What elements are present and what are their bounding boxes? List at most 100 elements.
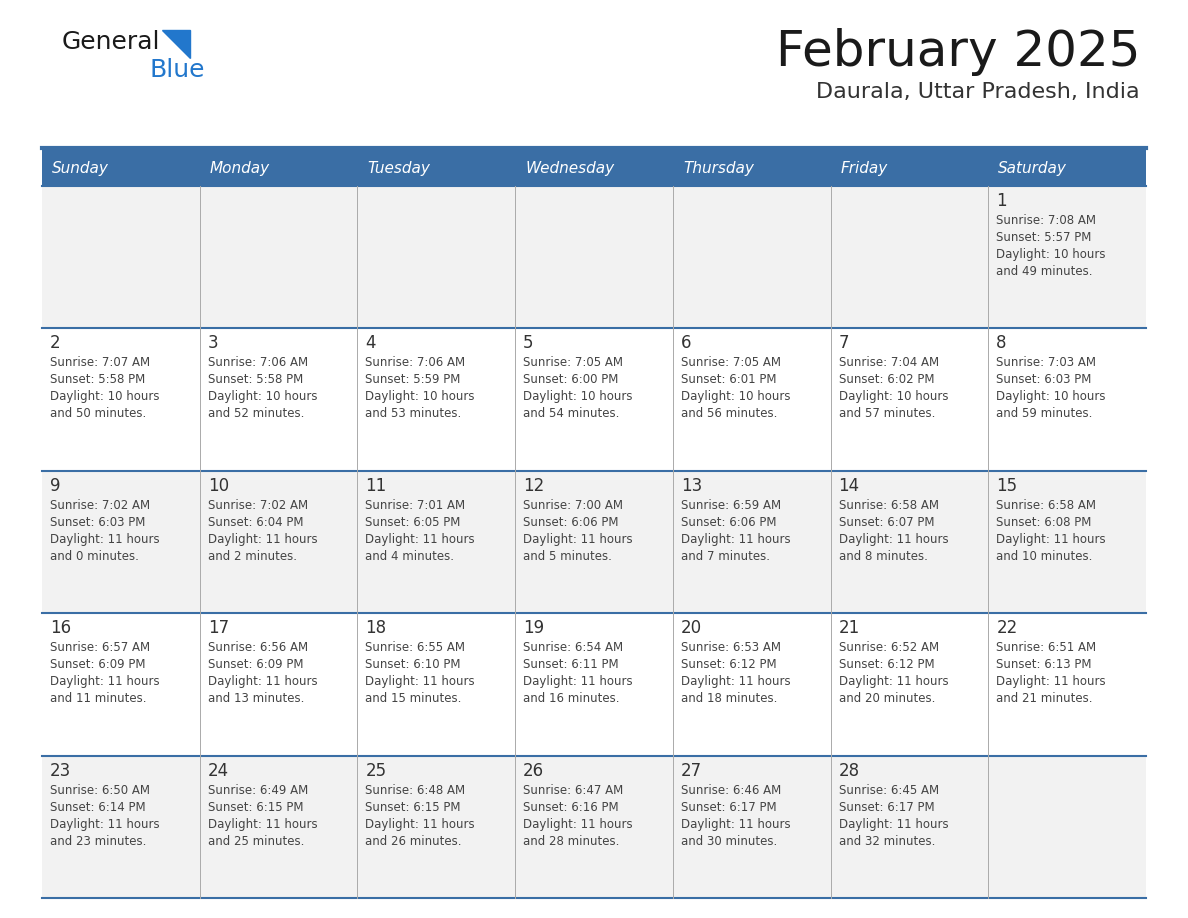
- Text: Sunset: 6:07 PM: Sunset: 6:07 PM: [839, 516, 934, 529]
- Text: Daylight: 11 hours: Daylight: 11 hours: [839, 818, 948, 831]
- Text: 27: 27: [681, 762, 702, 779]
- Text: Sunrise: 6:46 AM: Sunrise: 6:46 AM: [681, 784, 781, 797]
- Text: Daylight: 11 hours: Daylight: 11 hours: [208, 676, 317, 688]
- Text: Daylight: 11 hours: Daylight: 11 hours: [50, 532, 159, 546]
- Text: and 59 minutes.: and 59 minutes.: [997, 408, 1093, 420]
- Text: and 57 minutes.: and 57 minutes.: [839, 408, 935, 420]
- Bar: [42, 148, 1146, 186]
- Text: Sunset: 6:03 PM: Sunset: 6:03 PM: [997, 374, 1092, 386]
- Text: 19: 19: [523, 620, 544, 637]
- Text: Daylight: 11 hours: Daylight: 11 hours: [997, 676, 1106, 688]
- Text: and 28 minutes.: and 28 minutes.: [523, 834, 619, 847]
- Text: 1: 1: [997, 192, 1007, 210]
- Text: 24: 24: [208, 762, 229, 779]
- Text: Sunrise: 7:08 AM: Sunrise: 7:08 AM: [997, 214, 1097, 227]
- Text: Sunrise: 6:49 AM: Sunrise: 6:49 AM: [208, 784, 308, 797]
- Text: Sunset: 6:13 PM: Sunset: 6:13 PM: [997, 658, 1092, 671]
- Text: 11: 11: [366, 476, 386, 495]
- Text: 9: 9: [50, 476, 61, 495]
- Text: and 23 minutes.: and 23 minutes.: [50, 834, 146, 847]
- Text: Daylight: 11 hours: Daylight: 11 hours: [50, 818, 159, 831]
- Text: Daylight: 11 hours: Daylight: 11 hours: [681, 818, 790, 831]
- Bar: [42, 613, 1146, 756]
- Text: Sunrise: 6:57 AM: Sunrise: 6:57 AM: [50, 641, 150, 655]
- Text: 23: 23: [50, 762, 71, 779]
- Text: Daylight: 10 hours: Daylight: 10 hours: [681, 390, 790, 403]
- Text: and 10 minutes.: and 10 minutes.: [997, 550, 1093, 563]
- Text: Daylight: 10 hours: Daylight: 10 hours: [50, 390, 159, 403]
- Text: Daylight: 11 hours: Daylight: 11 hours: [366, 532, 475, 546]
- Text: Daylight: 11 hours: Daylight: 11 hours: [208, 532, 317, 546]
- Text: and 53 minutes.: and 53 minutes.: [366, 408, 462, 420]
- Text: and 16 minutes.: and 16 minutes.: [523, 692, 620, 705]
- Text: Wednesday: Wednesday: [525, 162, 614, 176]
- Text: Sunset: 6:15 PM: Sunset: 6:15 PM: [208, 800, 303, 813]
- Text: Daylight: 11 hours: Daylight: 11 hours: [839, 676, 948, 688]
- Text: 28: 28: [839, 762, 860, 779]
- Text: Sunrise: 6:52 AM: Sunrise: 6:52 AM: [839, 641, 939, 655]
- Text: Sunset: 6:09 PM: Sunset: 6:09 PM: [50, 658, 145, 671]
- Text: Daylight: 10 hours: Daylight: 10 hours: [839, 390, 948, 403]
- Text: Sunset: 6:17 PM: Sunset: 6:17 PM: [681, 800, 777, 813]
- Text: 22: 22: [997, 620, 1018, 637]
- Text: Daylight: 11 hours: Daylight: 11 hours: [208, 818, 317, 831]
- Text: Sunset: 6:14 PM: Sunset: 6:14 PM: [50, 800, 146, 813]
- Text: Sunset: 6:10 PM: Sunset: 6:10 PM: [366, 658, 461, 671]
- Text: Daylight: 11 hours: Daylight: 11 hours: [997, 532, 1106, 546]
- Text: 17: 17: [208, 620, 229, 637]
- Text: and 2 minutes.: and 2 minutes.: [208, 550, 297, 563]
- Text: Sunset: 5:57 PM: Sunset: 5:57 PM: [997, 231, 1092, 244]
- Text: Daylight: 11 hours: Daylight: 11 hours: [681, 676, 790, 688]
- Text: February 2025: February 2025: [776, 28, 1140, 76]
- Text: and 21 minutes.: and 21 minutes.: [997, 692, 1093, 705]
- Text: and 18 minutes.: and 18 minutes.: [681, 692, 777, 705]
- Text: 6: 6: [681, 334, 691, 353]
- Text: Sunrise: 7:04 AM: Sunrise: 7:04 AM: [839, 356, 939, 369]
- Text: 21: 21: [839, 620, 860, 637]
- Text: Sunrise: 6:50 AM: Sunrise: 6:50 AM: [50, 784, 150, 797]
- Text: Sunrise: 7:02 AM: Sunrise: 7:02 AM: [208, 498, 308, 512]
- Text: Daylight: 11 hours: Daylight: 11 hours: [681, 532, 790, 546]
- Text: Daylight: 11 hours: Daylight: 11 hours: [523, 818, 633, 831]
- Text: Sunset: 6:08 PM: Sunset: 6:08 PM: [997, 516, 1092, 529]
- Text: 10: 10: [208, 476, 229, 495]
- Text: Tuesday: Tuesday: [367, 162, 430, 176]
- Text: Sunrise: 6:47 AM: Sunrise: 6:47 AM: [523, 784, 624, 797]
- Text: Daylight: 10 hours: Daylight: 10 hours: [366, 390, 475, 403]
- Text: 25: 25: [366, 762, 386, 779]
- Text: Daurala, Uttar Pradesh, India: Daurala, Uttar Pradesh, India: [816, 82, 1140, 102]
- Text: 18: 18: [366, 620, 386, 637]
- Text: Sunset: 6:12 PM: Sunset: 6:12 PM: [839, 658, 934, 671]
- Text: and 30 minutes.: and 30 minutes.: [681, 834, 777, 847]
- Text: Sunset: 6:09 PM: Sunset: 6:09 PM: [208, 658, 303, 671]
- Text: Friday: Friday: [841, 162, 887, 176]
- Text: Sunrise: 6:59 AM: Sunrise: 6:59 AM: [681, 498, 781, 512]
- Text: and 8 minutes.: and 8 minutes.: [839, 550, 928, 563]
- Text: Sunrise: 7:05 AM: Sunrise: 7:05 AM: [523, 356, 624, 369]
- Text: Blue: Blue: [150, 58, 206, 82]
- Text: 8: 8: [997, 334, 1006, 353]
- Text: Daylight: 11 hours: Daylight: 11 hours: [50, 676, 159, 688]
- Text: Sunrise: 6:45 AM: Sunrise: 6:45 AM: [839, 784, 939, 797]
- Text: and 26 minutes.: and 26 minutes.: [366, 834, 462, 847]
- Text: Sunrise: 6:48 AM: Sunrise: 6:48 AM: [366, 784, 466, 797]
- Text: and 7 minutes.: and 7 minutes.: [681, 550, 770, 563]
- Text: and 13 minutes.: and 13 minutes.: [208, 692, 304, 705]
- Text: and 52 minutes.: and 52 minutes.: [208, 408, 304, 420]
- Text: Daylight: 11 hours: Daylight: 11 hours: [366, 676, 475, 688]
- Text: Sunset: 6:04 PM: Sunset: 6:04 PM: [208, 516, 303, 529]
- Text: Daylight: 10 hours: Daylight: 10 hours: [997, 390, 1106, 403]
- Text: Daylight: 10 hours: Daylight: 10 hours: [997, 248, 1106, 261]
- Text: and 20 minutes.: and 20 minutes.: [839, 692, 935, 705]
- Text: Daylight: 10 hours: Daylight: 10 hours: [523, 390, 633, 403]
- Text: Sunset: 6:02 PM: Sunset: 6:02 PM: [839, 374, 934, 386]
- Text: 13: 13: [681, 476, 702, 495]
- Text: and 56 minutes.: and 56 minutes.: [681, 408, 777, 420]
- Text: and 32 minutes.: and 32 minutes.: [839, 834, 935, 847]
- Text: Sunset: 6:12 PM: Sunset: 6:12 PM: [681, 658, 777, 671]
- Text: 14: 14: [839, 476, 860, 495]
- Text: Sunrise: 6:58 AM: Sunrise: 6:58 AM: [839, 498, 939, 512]
- Polygon shape: [162, 30, 190, 58]
- Text: Sunday: Sunday: [52, 162, 109, 176]
- Text: Saturday: Saturday: [998, 162, 1067, 176]
